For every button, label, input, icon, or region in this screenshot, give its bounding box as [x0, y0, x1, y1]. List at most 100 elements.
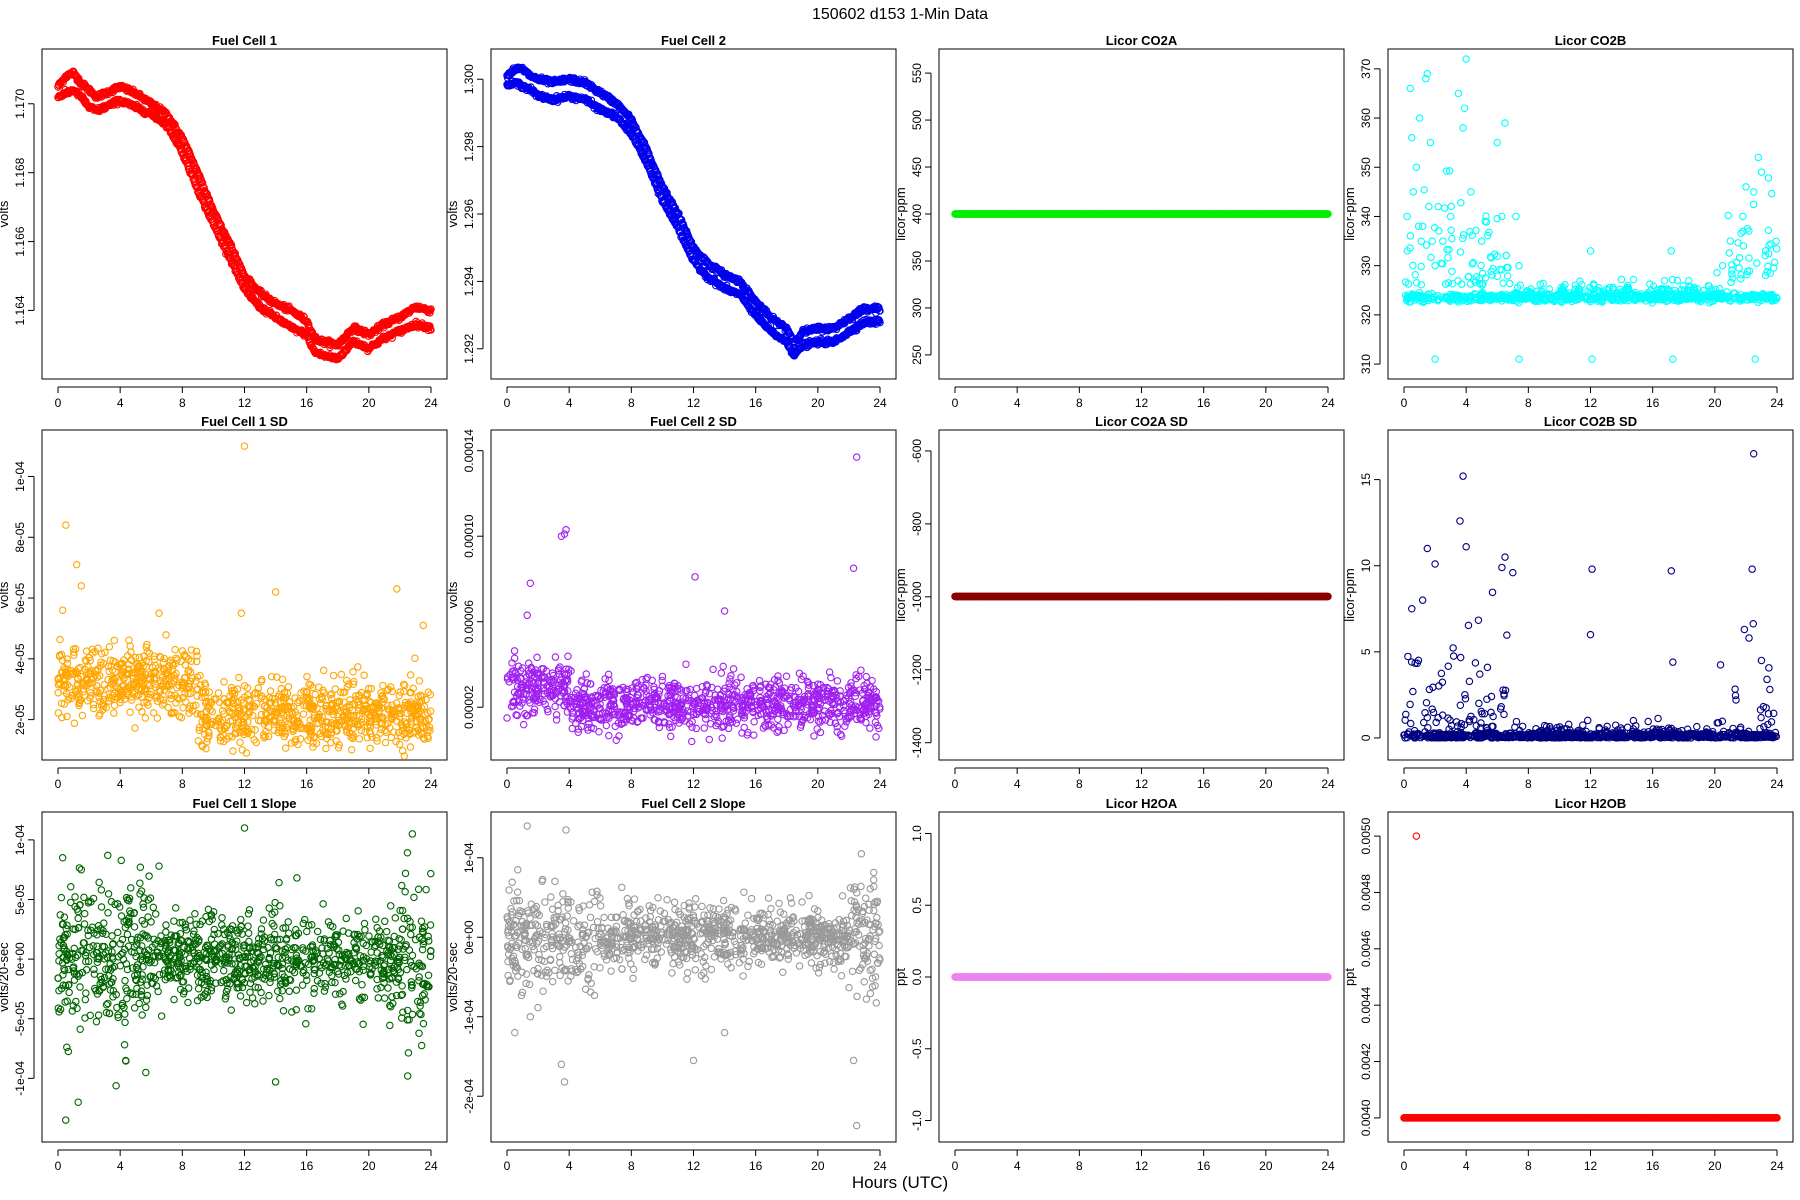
data-point: [1427, 253, 1435, 262]
data-point: [1457, 199, 1465, 207]
data-point: [271, 588, 280, 596]
x-axis: 0 4 8 12 16 20 24: [1401, 386, 1784, 410]
data-point: [1749, 200, 1758, 209]
data-point: [1403, 212, 1411, 221]
panel-2: Fuel Cell 20 4 8 12 16 20 241.2921.2941.2961.2…: [445, 33, 897, 410]
data-point: [1454, 89, 1463, 98]
data-point: [1718, 261, 1727, 270]
data-point: [393, 585, 401, 593]
data-point: [1406, 232, 1415, 240]
y-tick-label: 400: [910, 204, 924, 224]
data-point: [1679, 281, 1687, 290]
data-point: [1739, 212, 1747, 221]
data-point: [163, 109, 171, 118]
y-tick-label: 550: [910, 63, 924, 83]
x-tick-label: 16: [300, 777, 314, 791]
data-point: [1669, 355, 1677, 363]
data-point: [1467, 188, 1475, 196]
data-point: [1415, 114, 1424, 122]
data-point: [1724, 211, 1732, 220]
data-point: [419, 621, 427, 630]
y-tick-label: 1.164: [13, 295, 27, 325]
data-point: [1408, 133, 1416, 142]
y-tick-label: 350: [910, 251, 924, 271]
data-point: [238, 276, 246, 284]
data-point: [1448, 234, 1456, 243]
data-point: [406, 743, 415, 751]
x-axis-label: Hours (UTC): [852, 1173, 948, 1192]
y-axis-label: volts: [445, 200, 460, 227]
data-point: [1713, 268, 1721, 277]
y-tick-label: 350: [1359, 157, 1373, 177]
data-point: [1501, 119, 1509, 127]
data-point: [58, 606, 67, 614]
data-point: [1737, 275, 1745, 283]
data-point: [347, 745, 356, 754]
panel-title: Licor CO2B: [1555, 33, 1627, 48]
y-tick-label: 2e-05: [13, 704, 27, 735]
data-point: [1447, 202, 1456, 211]
data-point: [1725, 249, 1734, 257]
data-point: [178, 146, 186, 154]
data-point: [1412, 163, 1421, 172]
data-point: [1414, 222, 1423, 231]
data-point: [1586, 247, 1595, 255]
y-tick-label: 1.296: [462, 199, 476, 229]
y-tick-label: 360: [1359, 108, 1373, 128]
data-point: [1446, 212, 1455, 221]
panel-title: Fuel Cell 2: [661, 33, 726, 48]
x-tick-label: 12: [238, 396, 252, 410]
data-point: [1444, 253, 1452, 262]
data-point: [1431, 355, 1439, 363]
data-point: [1660, 276, 1669, 285]
data-point: [1502, 251, 1510, 260]
data-point: [1411, 270, 1420, 279]
x-tick-label: 16: [300, 396, 314, 410]
data-point: [1728, 270, 1736, 278]
y-tick-label: 1.166: [13, 226, 27, 256]
data-point: [1767, 189, 1776, 198]
data-point: [1742, 183, 1750, 191]
x-tick-label: 0: [1401, 396, 1408, 410]
x-tick-label: 12: [1584, 396, 1598, 410]
figure-title: 150602 d153 1-Min Data: [812, 6, 988, 23]
data-point: [1764, 174, 1773, 182]
plot-frame: [41, 48, 448, 380]
panel-title: Fuel Cell 1 SD: [201, 414, 288, 429]
x-tick-label: 24: [424, 777, 438, 791]
x-tick-label: 0: [952, 396, 959, 410]
x-axis: 0 4 8 12 16 20 24: [55, 767, 438, 791]
data-point: [1431, 261, 1439, 270]
data-point: [1629, 275, 1638, 284]
data-point: [1515, 355, 1523, 363]
data-point: [1477, 237, 1486, 245]
data-point: [78, 711, 87, 720]
data-point: [1459, 124, 1467, 132]
data-point: [1767, 240, 1775, 248]
x-axis: 0 4 8 12 16 20 24: [952, 386, 1335, 410]
x-tick-label: 0: [55, 777, 62, 791]
data-point: [1448, 267, 1456, 276]
x-tick-label: 4: [117, 396, 124, 410]
x-tick-label: 8: [1525, 396, 1532, 410]
data-point: [1588, 355, 1596, 363]
data-point: [1726, 237, 1735, 245]
data-point: [385, 320, 393, 329]
data-point: [209, 217, 217, 226]
x-tick-label: 4: [1463, 396, 1470, 410]
data-point: [1447, 226, 1455, 234]
data-point: [62, 521, 70, 529]
data-point: [1764, 226, 1773, 235]
data-point: [1503, 272, 1512, 280]
data-point: [304, 320, 313, 329]
data-point: [1440, 204, 1449, 212]
x-tick-label: 20: [362, 396, 376, 410]
y-tick-label: 8e-05: [13, 522, 27, 553]
panel-title: Fuel Cell 1: [212, 33, 277, 48]
data-point: [1464, 272, 1473, 281]
data-points: [54, 67, 435, 364]
x-tick-label: 4: [1014, 396, 1021, 410]
